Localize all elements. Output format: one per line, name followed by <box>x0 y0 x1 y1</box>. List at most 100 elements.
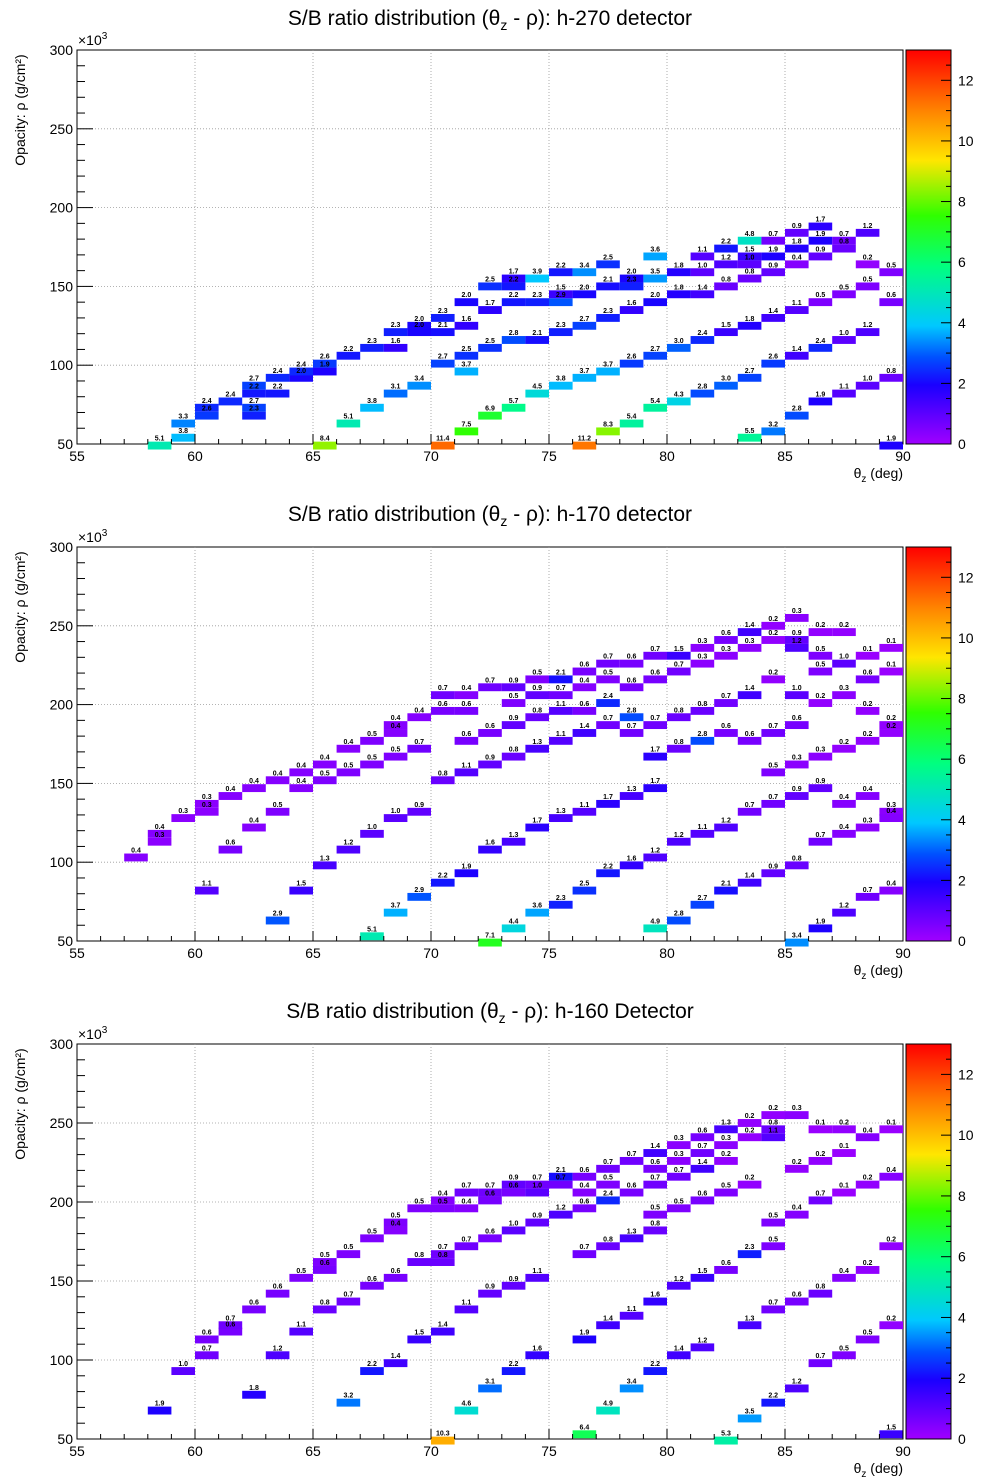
heatmap-cell <box>501 1281 526 1290</box>
heatmap-cell <box>431 313 455 322</box>
cell-value-label: 2.0 <box>627 269 637 276</box>
heatmap-cell <box>855 823 880 832</box>
y-tick-label: 300 <box>50 1036 74 1052</box>
heatmap-cell <box>171 419 195 428</box>
cell-value-label: 0.1 <box>886 662 896 669</box>
heatmap-cell <box>832 1125 856 1134</box>
colorbar-tick-label: 12 <box>958 569 974 585</box>
panel-h160: S/B ratio distribution (θz - ρ): h-160 D… <box>12 1000 974 1480</box>
heatmap-cell <box>478 1289 502 1298</box>
cell-value-label: 0.6 <box>792 1292 802 1299</box>
heatmap-cell <box>855 1133 880 1142</box>
cell-value-label: 0.4 <box>886 881 896 888</box>
cell-value-label: 0.3 <box>674 1135 684 1142</box>
cell-value-label: 0.3 <box>178 808 188 815</box>
heatmap-cell <box>431 1436 455 1445</box>
cell-value-label: 0.2 <box>839 622 849 629</box>
y-tick-label: 200 <box>50 1194 74 1210</box>
heatmap-cell <box>667 290 691 299</box>
heatmap-cell <box>619 683 644 692</box>
heatmap-cell <box>879 721 903 730</box>
heatmap-cell <box>171 814 195 823</box>
cell-value-label: 2.2 <box>650 1361 660 1368</box>
heatmap-cell <box>501 1226 526 1235</box>
heatmap-cell <box>714 651 738 660</box>
y-tick-label: 200 <box>50 697 74 713</box>
heatmap-cell <box>383 343 408 352</box>
cell-value-label: 0.8 <box>414 1252 424 1259</box>
heatmap-cell <box>596 869 620 878</box>
heatmap-cell <box>667 343 691 352</box>
cell-value-label: 0.9 <box>509 715 519 722</box>
cell-value-label: 3.7 <box>580 368 590 375</box>
heatmap-cell <box>737 643 762 652</box>
heatmap-cell <box>478 760 502 769</box>
cell-value-label: 1.2 <box>650 848 660 855</box>
heatmap-cell <box>808 1359 833 1368</box>
cell-value-label: 1.5 <box>296 881 306 888</box>
heatmap-cell <box>737 1133 762 1142</box>
heatmap-cell <box>667 651 691 660</box>
cell-value-label: 0.6 <box>627 654 637 661</box>
cell-value-label: 1.3 <box>556 808 566 815</box>
cell-value-label: 2.5 <box>580 881 590 888</box>
cell-value-label: 0.9 <box>532 685 542 692</box>
cell-value-label: 0.4 <box>249 778 259 785</box>
cell-value-label: 0.7 <box>603 1159 613 1166</box>
cell-value-label: 1.1 <box>839 384 849 391</box>
cell-value-label: 0.6 <box>698 1127 708 1134</box>
y-tick-label: 50 <box>57 933 73 949</box>
heatmap-cell <box>501 298 526 307</box>
cell-value-label: 1.1 <box>698 824 708 831</box>
cell-value-label: 0.5 <box>320 770 330 777</box>
heatmap-cell <box>761 636 785 644</box>
cell-value-label: 1.0 <box>745 254 755 261</box>
cell-value-label: 0.7 <box>768 231 778 238</box>
heatmap-cell <box>714 699 738 707</box>
cell-value-label: 0.4 <box>155 824 165 831</box>
x-tick-label: 55 <box>69 448 85 464</box>
heatmap-cell <box>619 713 644 722</box>
heatmap-cell <box>501 1188 526 1197</box>
heatmap-cell <box>619 729 644 737</box>
cell-value-label: 0.2 <box>886 1236 896 1243</box>
heatmap-cell <box>808 1156 833 1165</box>
cell-value-label: 1.5 <box>556 284 566 291</box>
heatmap-cell <box>879 807 903 816</box>
heatmap-cell <box>855 260 880 269</box>
heatmap-cell <box>690 252 715 261</box>
cell-value-label: 2.2 <box>509 276 519 283</box>
cell-value-label: 0.9 <box>768 262 778 269</box>
cell-value-label: 1.3 <box>509 832 519 839</box>
cell-value-label: 10.3 <box>436 1431 450 1438</box>
heatmap-cell <box>572 1335 597 1344</box>
heatmap-cell <box>808 628 833 637</box>
cell-value-label: 2.8 <box>698 384 708 391</box>
heatmap-cell <box>501 699 526 707</box>
cell-value-label: 5.4 <box>627 414 637 421</box>
cell-value-label: 0.7 <box>674 662 684 669</box>
x-tick-label: 60 <box>187 448 203 464</box>
heatmap-cell <box>501 282 526 291</box>
cell-value-label: 3.7 <box>603 362 613 369</box>
cell-value-label: 2.1 <box>556 669 566 676</box>
heatmap-cell <box>879 298 903 307</box>
heatmap-cell <box>596 427 620 436</box>
cell-value-label: 0.5 <box>509 693 519 700</box>
cell-value-label: 6.4 <box>580 1424 590 1431</box>
heatmap-cell <box>761 313 785 322</box>
cell-value-label: 0.5 <box>768 1213 778 1220</box>
heatmap-cell <box>785 938 809 947</box>
heatmap-cell <box>454 1188 479 1197</box>
cell-value-label: 0.8 <box>745 269 755 276</box>
cell-value-label: 3.2 <box>344 1393 354 1400</box>
heatmap-cell <box>525 1180 549 1189</box>
heatmap-cell <box>761 427 785 436</box>
cell-value-label: 0.4 <box>580 1183 590 1190</box>
cell-value-label: 4.9 <box>603 1401 613 1408</box>
cell-value-label: 1.1 <box>768 1127 778 1134</box>
heatmap-cell <box>832 829 856 838</box>
heatmap-cell <box>549 381 573 390</box>
heatmap-cell <box>572 807 597 816</box>
y-axis-label: Opacity: ρ (g/cm²) <box>12 1048 28 1159</box>
